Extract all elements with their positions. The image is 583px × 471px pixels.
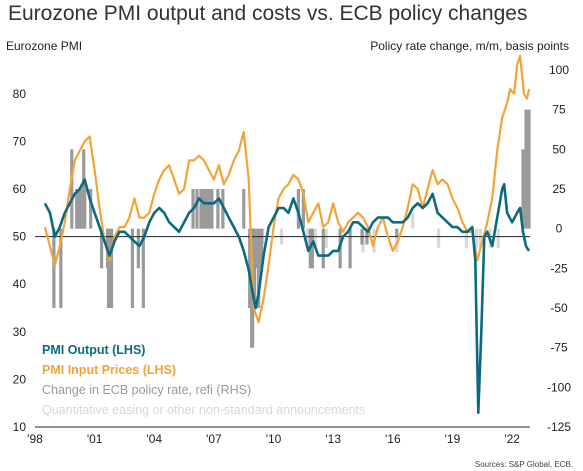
legend-policy-rate: Change in ECB policy rate, refi (RHS) <box>42 383 252 397</box>
policy-rate-bar <box>301 189 305 229</box>
legend: PMI Output (LHS) PMI Input Prices (LHS) … <box>42 340 365 420</box>
qe-bar <box>313 228 317 248</box>
x-tick-label: '04 <box>146 432 162 446</box>
policy-rate-bar <box>202 189 206 229</box>
policy-rate-bar <box>242 189 246 229</box>
left-tick-label: 60 <box>13 182 27 196</box>
policy-rate-bar <box>130 228 135 308</box>
policy-rate-bar <box>257 228 261 308</box>
left-tick-label: 50 <box>13 230 27 244</box>
right-tick-label: 50 <box>552 142 566 156</box>
right-tick-label: 100 <box>549 63 569 77</box>
right-tick-label: -125 <box>547 420 571 434</box>
policy-rate-bar <box>195 189 199 229</box>
qe-bar <box>411 212 415 229</box>
x-tick-label: '01 <box>87 432 103 446</box>
right-axis-ticks: -125 -100 -75 -50 -25 0 25 50 75 100 <box>547 63 571 434</box>
qe-bar <box>395 228 399 253</box>
policy-rate-bar <box>521 149 525 229</box>
left-tick-label: 20 <box>13 372 27 386</box>
left-tick-label: 40 <box>13 277 27 291</box>
x-tick-label: '07 <box>206 432 222 446</box>
x-axis-ticks: '98 '01 '04 '07 '10 '13 '16 '19 '22 <box>27 432 520 446</box>
policy-rate-bar <box>79 189 83 229</box>
qe-bar <box>496 228 500 248</box>
policy-rate-bar <box>77 189 81 229</box>
policy-rate-bar <box>141 228 145 308</box>
qe-bar <box>324 228 328 248</box>
right-tick-label: -50 <box>550 301 568 315</box>
legend-input-prices: PMI Input Prices (LHS) <box>42 363 177 377</box>
left-tick-label: 70 <box>13 134 27 148</box>
chart-title: Eurozone PMI output and costs vs. ECB po… <box>8 2 528 25</box>
source-note: Sources: S&P Global, ECB. <box>474 460 573 469</box>
left-tick-label: 10 <box>13 420 27 434</box>
policy-rate-bar <box>260 228 264 269</box>
qe-bar <box>436 228 441 248</box>
policy-rate-bar <box>321 228 325 269</box>
left-tick-label: 80 <box>13 87 27 101</box>
policy-rate-bar <box>395 228 399 237</box>
left-axis-label: Eurozone PMI <box>6 39 83 53</box>
policy-rate-bar <box>207 189 211 229</box>
policy-rate-bar <box>99 228 104 269</box>
policy-rate-bar <box>89 189 93 229</box>
qe-bar <box>478 228 482 248</box>
left-axis-ticks: 10 20 30 40 50 60 70 80 <box>13 87 27 434</box>
pmi-input-prices-line <box>43 54 531 324</box>
policy-rate-bar <box>83 189 87 229</box>
policy-rate-bar <box>109 228 114 308</box>
policy-rate-bar <box>524 109 528 229</box>
right-tick-label: 25 <box>552 182 566 196</box>
right-axis-label: Policy rate change, m/m, basis points <box>370 39 569 53</box>
x-tick-label: '19 <box>445 432 461 446</box>
x-tick-label: '22 <box>504 432 520 446</box>
policy-rate-bar <box>348 228 352 269</box>
policy-rate-bar <box>210 189 214 229</box>
policy-rate-bar <box>136 228 140 269</box>
qe-bar <box>464 228 468 248</box>
x-tick-label: '10 <box>266 432 282 446</box>
qe-bar <box>305 228 309 248</box>
policy-rate-bar <box>199 189 203 229</box>
policy-rate-bar <box>221 189 225 229</box>
policy-rate-bar <box>204 189 208 229</box>
policy-rate-bar <box>59 228 63 308</box>
policy-rate-bar <box>527 109 531 229</box>
policy-rate-bar <box>106 228 111 308</box>
left-tick-label: 30 <box>13 325 27 339</box>
policy-rate-bar <box>75 189 79 229</box>
pmi-output-line <box>43 178 531 414</box>
right-tick-label: -100 <box>547 380 571 394</box>
policy-rate-bar <box>310 228 314 269</box>
x-tick-label: '16 <box>385 432 401 446</box>
x-tick-label: '98 <box>27 432 43 446</box>
policy-rate-bar <box>216 189 220 229</box>
right-tick-label: 0 <box>556 222 563 236</box>
policy-rate-bar <box>52 228 56 308</box>
policy-rate-bar <box>70 149 74 229</box>
right-tick-label: -25 <box>550 261 568 275</box>
legend-qe: Quantitative easing or other non-standar… <box>42 403 366 417</box>
right-tick-label: 75 <box>552 103 566 117</box>
policy-rate-bar <box>296 189 301 229</box>
qe-bar <box>474 228 478 248</box>
legend-output: PMI Output (LHS) <box>42 343 146 357</box>
x-tick-label: '13 <box>325 432 341 446</box>
right-tick-label: -75 <box>550 341 568 355</box>
policy-rate-bar <box>253 228 257 308</box>
